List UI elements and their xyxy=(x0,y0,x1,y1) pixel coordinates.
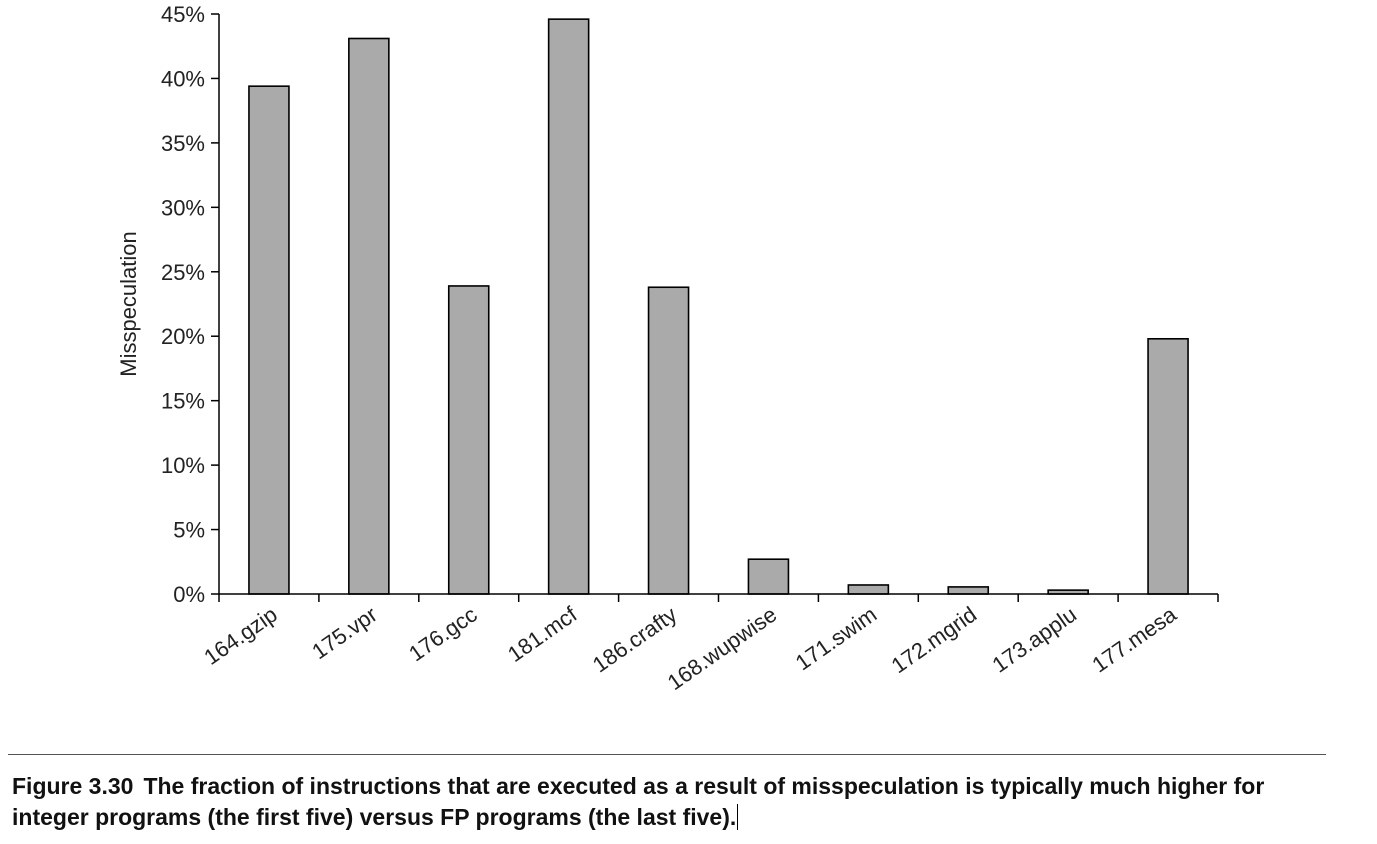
y-tick-label: 45% xyxy=(161,2,205,27)
x-axis: 164.gzip 175.vpr 176.gcc 181.mcf 186.crafty1… xyxy=(199,593,1219,695)
y-tick-label: 0% xyxy=(173,582,205,607)
bar-177.mesa xyxy=(1147,337,1189,595)
y-tick-label: 40% xyxy=(161,66,205,91)
x-tick-label: 168.wupwise xyxy=(663,602,782,695)
y-tick-label: 20% xyxy=(161,324,205,349)
figure-caption-text: The fraction of instructions that are ex… xyxy=(12,773,1265,830)
figure-number: Figure 3.30 xyxy=(12,773,134,799)
x-tick-label: 175.vpr xyxy=(307,602,381,665)
x-tick-label: 171.swim xyxy=(791,602,881,676)
x-tick-label: 173.applu xyxy=(988,602,1082,678)
bar-186.crafty xyxy=(647,286,690,595)
x-tick-label: 164.gzip xyxy=(199,602,281,670)
y-axis-title: Misspeculation xyxy=(116,231,141,377)
caption-divider xyxy=(8,754,1326,755)
bar-176.gcc xyxy=(447,285,490,595)
bar-172.mgrid xyxy=(947,586,990,595)
x-tick-label: 177.mesa xyxy=(1087,601,1181,677)
x-tick-label: 181.mcf xyxy=(503,601,582,667)
y-tick-label: 35% xyxy=(161,131,205,156)
figure-caption: Figure 3.30 The fraction of instructions … xyxy=(12,771,1342,833)
x-tick-label: 176.gcc xyxy=(404,602,481,667)
y-tick-label: 25% xyxy=(161,260,205,285)
y-axis: 0% 5% 10% 15% 20% 25% 30% 35% 40% 45% xyxy=(161,2,220,607)
bar-chart: 0% 5% 10% 15% 20% 25% 30% 35% 40% 45% 164.gzip 175… xyxy=(116,2,1219,695)
text-cursor xyxy=(737,804,739,830)
y-tick-label: 15% xyxy=(161,389,205,414)
bars xyxy=(248,18,1189,595)
x-tick-label: 186.crafty xyxy=(588,602,681,678)
bar-181.mcf xyxy=(547,18,590,595)
x-tick-label: 172.mgrid xyxy=(887,602,981,679)
y-tick-label: 5% xyxy=(173,518,205,543)
y-tick-label: 30% xyxy=(161,195,205,220)
bar-168.wupwise xyxy=(747,558,790,595)
bar-171.swim xyxy=(847,584,890,595)
bar-164.gzip xyxy=(248,85,290,595)
bar-175.vpr xyxy=(348,37,390,595)
y-tick-label: 10% xyxy=(161,453,205,478)
